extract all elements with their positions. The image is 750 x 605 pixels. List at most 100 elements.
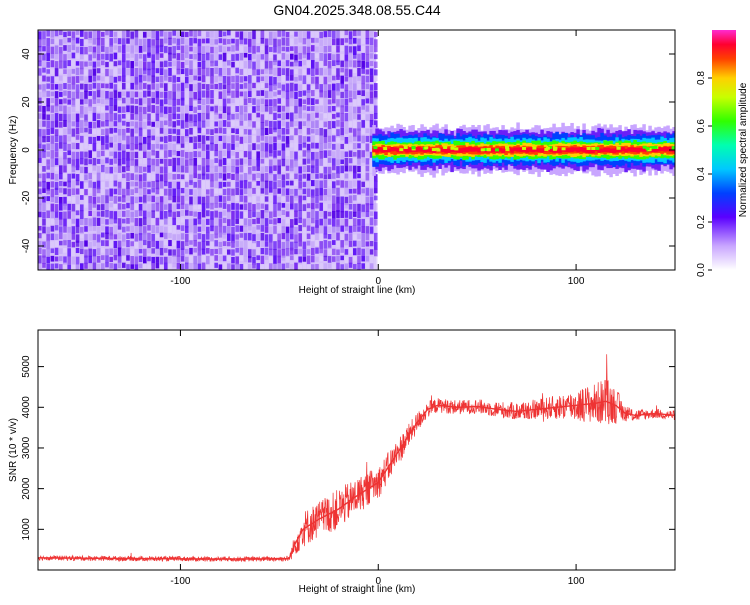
noise-cell	[214, 105, 218, 115]
noise-cell	[101, 159, 105, 167]
noise-cell	[273, 255, 277, 264]
noise-cell	[281, 203, 286, 208]
noise-cell	[59, 202, 63, 211]
noise-cell	[193, 225, 197, 234]
noise-cell	[164, 240, 168, 246]
noise-cell	[88, 91, 92, 96]
noise-cell	[248, 232, 252, 241]
noise-cell	[264, 90, 269, 99]
noise-cell	[172, 150, 176, 156]
noise-cell	[180, 143, 185, 148]
noise-cell	[109, 75, 113, 85]
noise-cell	[84, 196, 88, 206]
noise-cell	[306, 97, 311, 105]
noise-cell	[222, 225, 227, 235]
noise-cell	[319, 256, 323, 262]
noise-cell	[315, 120, 319, 129]
noise-cell	[218, 91, 223, 99]
noise-cell	[130, 113, 134, 120]
noise-cell	[361, 233, 365, 242]
noise-cell	[374, 97, 378, 106]
noise-cell	[353, 218, 357, 227]
noise-cell	[235, 99, 239, 107]
noise-cell	[306, 53, 311, 60]
noise-cell	[206, 144, 210, 150]
noise-cell	[92, 158, 97, 167]
noise-cell	[193, 53, 197, 60]
noise-cell	[260, 158, 265, 164]
noise-cell	[193, 84, 197, 91]
noise-cell	[353, 30, 357, 37]
noise-cell	[59, 75, 63, 81]
noise-cell	[248, 158, 252, 166]
noise-cell	[117, 91, 122, 101]
noise-cell	[374, 54, 378, 60]
noise-cell	[235, 151, 239, 159]
noise-cell	[227, 158, 231, 163]
noise-cell	[269, 39, 273, 46]
noise-cell	[172, 75, 176, 83]
noise-cell	[319, 99, 323, 106]
noise-cell	[54, 211, 59, 220]
noise-cell	[285, 46, 290, 52]
noise-cell	[42, 120, 46, 127]
noise-cell	[168, 225, 172, 234]
noise-cell	[147, 105, 151, 112]
noise-cell	[67, 240, 71, 248]
noise-cell	[113, 188, 118, 195]
noise-cell	[210, 151, 214, 161]
noise-cell	[206, 128, 210, 135]
noise-cell	[252, 204, 256, 212]
noise-cell	[252, 106, 256, 113]
noise-cell	[231, 45, 235, 52]
noise-cell	[369, 53, 374, 59]
noise-cell	[176, 234, 181, 240]
noise-cell	[285, 211, 290, 217]
noise-cell	[155, 217, 160, 226]
noise-cell	[332, 68, 336, 75]
noise-cell	[164, 256, 168, 264]
noise-cell	[50, 135, 55, 144]
noise-cell	[264, 180, 269, 189]
noise-cell	[105, 46, 109, 55]
noise-cell	[256, 158, 260, 167]
noise-cell	[117, 210, 122, 217]
noise-cell	[109, 38, 113, 47]
noise-cell	[269, 106, 273, 115]
signal-speckle	[480, 148, 485, 152]
noise-cell	[138, 46, 143, 53]
noise-cell	[151, 240, 155, 248]
noise-cell	[273, 84, 277, 90]
noise-cell	[92, 151, 97, 158]
noise-cell	[235, 113, 239, 120]
noise-cell	[180, 136, 185, 143]
noise-cell	[298, 225, 302, 232]
noise-cell	[164, 52, 168, 59]
noise-cell	[180, 113, 185, 121]
signal-band-cell	[519, 147, 523, 152]
noise-cell	[248, 97, 252, 104]
noise-cell	[138, 188, 143, 196]
noise-cell	[227, 60, 231, 66]
noise-cell	[92, 181, 97, 189]
noise-cell	[357, 53, 361, 63]
noise-cell	[172, 249, 176, 257]
noise-cell	[353, 128, 357, 138]
noise-cell	[273, 241, 277, 250]
noise-cell	[227, 30, 231, 36]
noise-cell	[80, 61, 84, 70]
signal-band-cell	[558, 148, 562, 153]
noise-cell	[193, 46, 197, 54]
noise-cell	[134, 30, 139, 38]
noise-cell	[80, 151, 84, 159]
signal-band-cell	[588, 148, 592, 154]
noise-cell	[71, 196, 76, 203]
signal-band-cell	[501, 148, 505, 154]
signal-speckle	[645, 146, 650, 150]
noise-cell	[105, 30, 109, 36]
noise-cell	[138, 38, 143, 46]
noise-cell	[277, 240, 281, 249]
noise-cell	[147, 203, 151, 212]
noise-cell	[109, 174, 113, 182]
noise-cell	[201, 31, 206, 37]
